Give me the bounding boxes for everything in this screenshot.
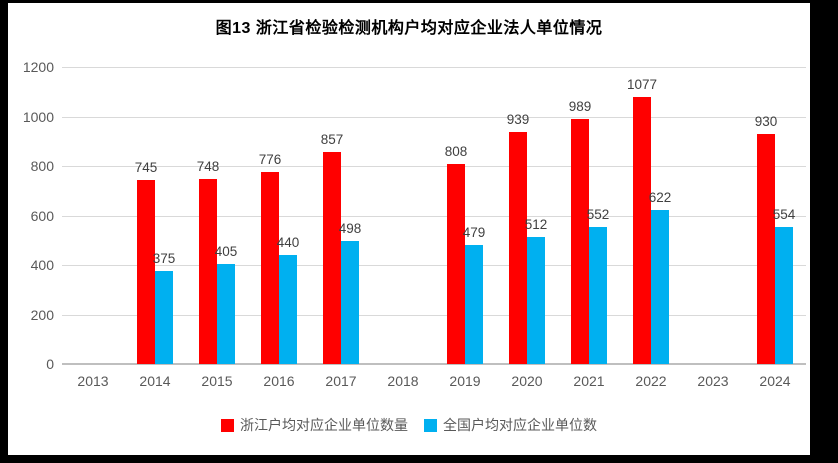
data-label-national-2014: 375 — [152, 251, 176, 267]
category-slot-2013 — [62, 67, 124, 364]
y-tick-label-1000: 1000 — [22, 108, 54, 125]
x-tick-label-2024: 2024 — [759, 373, 791, 389]
bar-pair-2021: 989 552 — [569, 99, 609, 364]
x-tick-label-2016: 2016 — [263, 373, 295, 389]
gridline-800 — [62, 166, 806, 167]
chart-surface: 图13 浙江省检验检测机构户均对应企业法人单位情况 0 200 400 600 800 1… — [8, 3, 810, 455]
bar-national-2017: 498 — [339, 221, 361, 364]
bar-pair-2020: 939 512 — [507, 112, 547, 364]
bar-pair-2019: 808 479 — [445, 144, 485, 364]
bar-national-2014: 375 — [153, 251, 175, 364]
data-label-national-2020: 512 — [524, 217, 548, 233]
legend-swatch-national-icon — [424, 418, 437, 432]
bar-zhejiang-2024: 930 — [755, 114, 777, 364]
category-slot-2021: 989 552 — [558, 67, 620, 364]
data-label-national-2015: 405 — [214, 243, 238, 259]
chart-title: 图13 浙江省检验检测机构户均对应企业法人单位情况 — [215, 20, 603, 37]
bar-national-2019: 479 — [463, 225, 485, 364]
gridline-1000 — [62, 116, 806, 118]
bar-pair-2022: 1077 622 — [627, 77, 671, 364]
x-tick-label-2014: 2014 — [139, 373, 171, 389]
x-tick-label-2015: 2015 — [201, 373, 233, 389]
category-slot-2023 — [682, 67, 744, 364]
bar-national-2022: 622 — [649, 190, 671, 364]
category-slot-2014: 745 375 — [124, 67, 186, 364]
bar-zhejiang-2019: 808 — [445, 144, 467, 364]
bar-zhejiang-2015: 748 — [197, 159, 219, 364]
bar-zhejiang-2021: 989 — [569, 99, 591, 364]
legend: 浙江户均对应企业单位数量 全国户均对应企业单位数 — [8, 415, 810, 435]
data-label-zhejiang-2021: 989 — [568, 99, 592, 115]
data-label-zhejiang-2014: 745 — [134, 159, 158, 175]
data-label-zhejiang-2019: 808 — [444, 144, 468, 160]
bar-national-2016: 440 — [277, 235, 299, 364]
data-label-zhejiang-2017: 857 — [320, 131, 344, 147]
bar-zhejiang-2022: 1077 — [627, 77, 657, 364]
data-label-national-2024: 554 — [772, 206, 796, 222]
category-slot-2019: 808 479 — [434, 67, 496, 364]
legend-label-zhejiang: 浙江户均对应企业单位数量 — [240, 417, 408, 433]
bar-national-2015: 405 — [215, 244, 237, 364]
y-tick-label-0: 0 — [46, 356, 54, 372]
data-label-zhejiang-2024: 930 — [754, 113, 778, 129]
x-tick-label-2018: 2018 — [387, 373, 419, 389]
gridline-400 — [62, 265, 806, 266]
legend-item-zhejiang: 浙江户均对应企业单位数量 — [221, 415, 408, 435]
bar-pair-2024: 930 554 — [755, 114, 795, 364]
gridline-1200 — [62, 67, 806, 68]
category-slot-2016: 776 440 — [248, 67, 310, 364]
x-tick-label-2023: 2023 — [697, 373, 729, 389]
bar-national-2021: 552 — [587, 207, 609, 364]
x-tick-label-2013: 2013 — [77, 373, 109, 389]
category-slot-2018 — [372, 67, 434, 364]
category-slot-2022: 1077 622 — [620, 67, 682, 364]
x-tick-label-2021: 2021 — [573, 373, 605, 389]
x-axis-line — [62, 363, 806, 365]
bar-zhejiang-2014: 745 — [135, 160, 157, 364]
bar-pair-2016: 776 440 — [259, 152, 299, 364]
bar-national-2024: 554 — [773, 207, 795, 364]
data-label-zhejiang-2022: 1077 — [626, 77, 658, 93]
data-label-national-2022: 622 — [648, 190, 672, 206]
data-label-national-2021: 552 — [586, 207, 610, 223]
data-label-national-2017: 498 — [338, 220, 362, 236]
category-slot-2020: 939 512 — [496, 67, 558, 364]
x-tick-label-2017: 2017 — [325, 373, 357, 389]
y-tick-label-400: 400 — [30, 257, 54, 273]
y-tick-label-600: 600 — [30, 207, 54, 224]
bar-pair-2015: 748 405 — [197, 159, 237, 364]
legend-item-national: 全国户均对应企业单位数 — [424, 415, 597, 435]
data-label-zhejiang-2016: 776 — [258, 151, 282, 167]
gridline-600 — [62, 215, 806, 217]
gridline-200 — [62, 314, 806, 316]
x-tick-label-2022: 2022 — [635, 373, 667, 389]
category-slot-2015: 748 405 — [186, 67, 248, 364]
bar-zhejiang-2017: 857 — [321, 132, 343, 364]
category-slot-2017: 857 498 — [310, 67, 372, 364]
x-tick-label-2020: 2020 — [511, 373, 543, 389]
bar-zhejiang-2016: 776 — [259, 152, 281, 364]
legend-swatch-zhejiang-icon — [221, 418, 234, 432]
data-label-zhejiang-2015: 748 — [196, 158, 220, 174]
plot-area: 0 200 400 600 800 1000 1200 2013 745 375 2014 748 40… — [23, 59, 806, 389]
y-tick-label-1200: 1200 — [22, 59, 54, 75]
bar-pair-2014: 745 375 — [135, 160, 175, 364]
x-tick-label-2019: 2019 — [449, 373, 481, 389]
bar-national-2020: 512 — [525, 217, 547, 364]
category-slot-2024: 930 554 — [744, 67, 806, 364]
data-label-national-2016: 440 — [276, 235, 300, 251]
data-label-national-2019: 479 — [462, 225, 486, 241]
bar-zhejiang-2020: 939 — [507, 112, 529, 364]
data-label-zhejiang-2020: 939 — [506, 111, 530, 127]
legend-label-national: 全国户均对应企业单位数 — [443, 417, 597, 433]
bar-pair-2017: 857 498 — [321, 132, 361, 364]
y-tick-label-200: 200 — [30, 306, 54, 323]
y-tick-label-800: 800 — [30, 158, 54, 174]
